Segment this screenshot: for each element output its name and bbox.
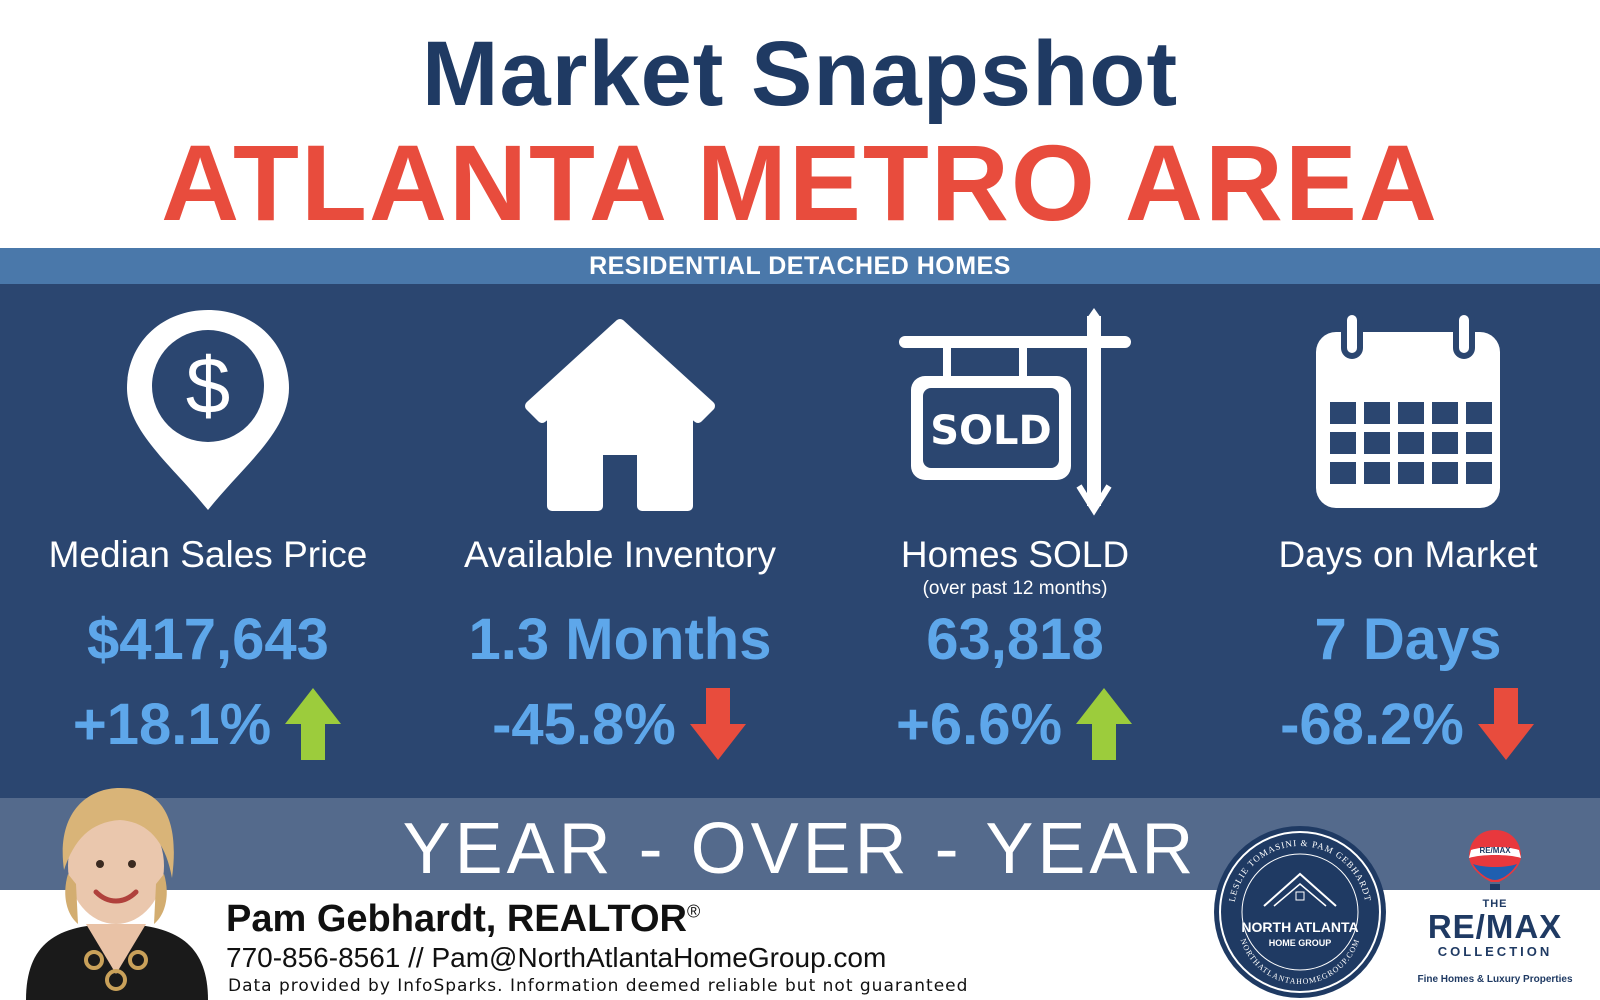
up-arrow-icon: [285, 688, 342, 760]
stat-available-inventory: Available Inventory 1.3 Months -45.8%: [420, 284, 820, 798]
stat-label: Days on Market: [1278, 534, 1538, 575]
seal-sub: HOME GROUP: [1269, 938, 1332, 948]
page-subtitle: ATLANTA METRO AREA: [161, 122, 1439, 243]
agent-name: Pam Gebhardt, REALTOR®: [226, 898, 700, 941]
yoy-label: YEAR - OVER - YEAR: [402, 809, 1198, 889]
stat-value: 63,818: [926, 607, 1104, 672]
stat-label: Homes SOLD: [900, 534, 1130, 575]
stat-value: $417,643: [87, 607, 329, 672]
down-arrow-icon: [689, 688, 746, 760]
stat-homes-sold: SOLD Homes SOLD (over past 12 months) 63…: [815, 284, 1215, 798]
stat-value: 1.3 Months: [468, 607, 772, 672]
registered-mark: ®: [687, 901, 701, 922]
stat-change: +18.1%: [72, 691, 272, 757]
calendar-icon: [1208, 306, 1600, 516]
stat-note: (over past 12 months): [922, 578, 1108, 599]
up-arrow-icon: [1076, 688, 1133, 760]
stats-panel: $ Median Sales Price $417,643 +18.1% Ava…: [0, 284, 1600, 798]
remax-collection-logo: RE/MAX THE RE/MAX COLLECTION Fine Homes …: [1400, 828, 1590, 1000]
remax-the: THE: [1482, 898, 1508, 910]
stat-change-row: +6.6%: [815, 684, 1215, 764]
sold-sign-text: SOLD: [930, 408, 1052, 454]
stat-days-on-market: Days on Market 7 Days -68.2%: [1208, 284, 1600, 798]
stat-change-row: +18.1%: [8, 684, 408, 764]
stat-change: -45.8%: [492, 691, 676, 757]
remax-brand: RE/MAX: [1427, 908, 1563, 945]
agent-name-text: Pam Gebhardt, REALTOR: [226, 898, 687, 940]
disclaimer: Data provided by InfoSparks. Information…: [228, 976, 969, 996]
stat-change-row: -45.8%: [420, 684, 820, 764]
stat-change-row: -68.2%: [1208, 684, 1600, 764]
balloon-icon: RE/MAX: [1469, 830, 1521, 890]
stat-value: 7 Days: [1314, 607, 1502, 672]
svg-text:$: $: [186, 341, 231, 430]
remax-collection: COLLECTION: [1437, 944, 1553, 959]
agent-contact: 770-856-8561 // Pam@NorthAtlantaHomeGrou…: [226, 942, 887, 973]
agent-photo: [16, 774, 216, 1000]
remax-tagline: Fine Homes & Luxury Properties: [1417, 974, 1573, 985]
house-icon: [420, 306, 820, 516]
seal-name: NORTH ATLANTA: [1241, 919, 1358, 935]
stat-label: Available Inventory: [464, 534, 776, 575]
stat-change: +6.6%: [895, 691, 1063, 757]
page-title: Market Snapshot: [421, 23, 1179, 125]
dollar-location-pin-icon: $: [8, 306, 408, 516]
header: Market Snapshot ATLANTA METRO AREA: [0, 0, 1600, 248]
balloon-text: RE/MAX: [1479, 846, 1511, 855]
stat-change: -68.2%: [1280, 691, 1464, 757]
sold-sign-icon: SOLD: [815, 306, 1215, 516]
stat-label: Median Sales Price: [48, 534, 368, 575]
stat-median-sales-price: $ Median Sales Price $417,643 +18.1%: [8, 284, 408, 798]
north-atlanta-home-group-seal: LESLIE TOMASINI & PAM GEBHARDT NORTHATLA…: [1212, 824, 1388, 1000]
category-band: RESIDENTIAL DETACHED HOMES: [0, 248, 1600, 284]
down-arrow-icon: [1477, 688, 1534, 760]
